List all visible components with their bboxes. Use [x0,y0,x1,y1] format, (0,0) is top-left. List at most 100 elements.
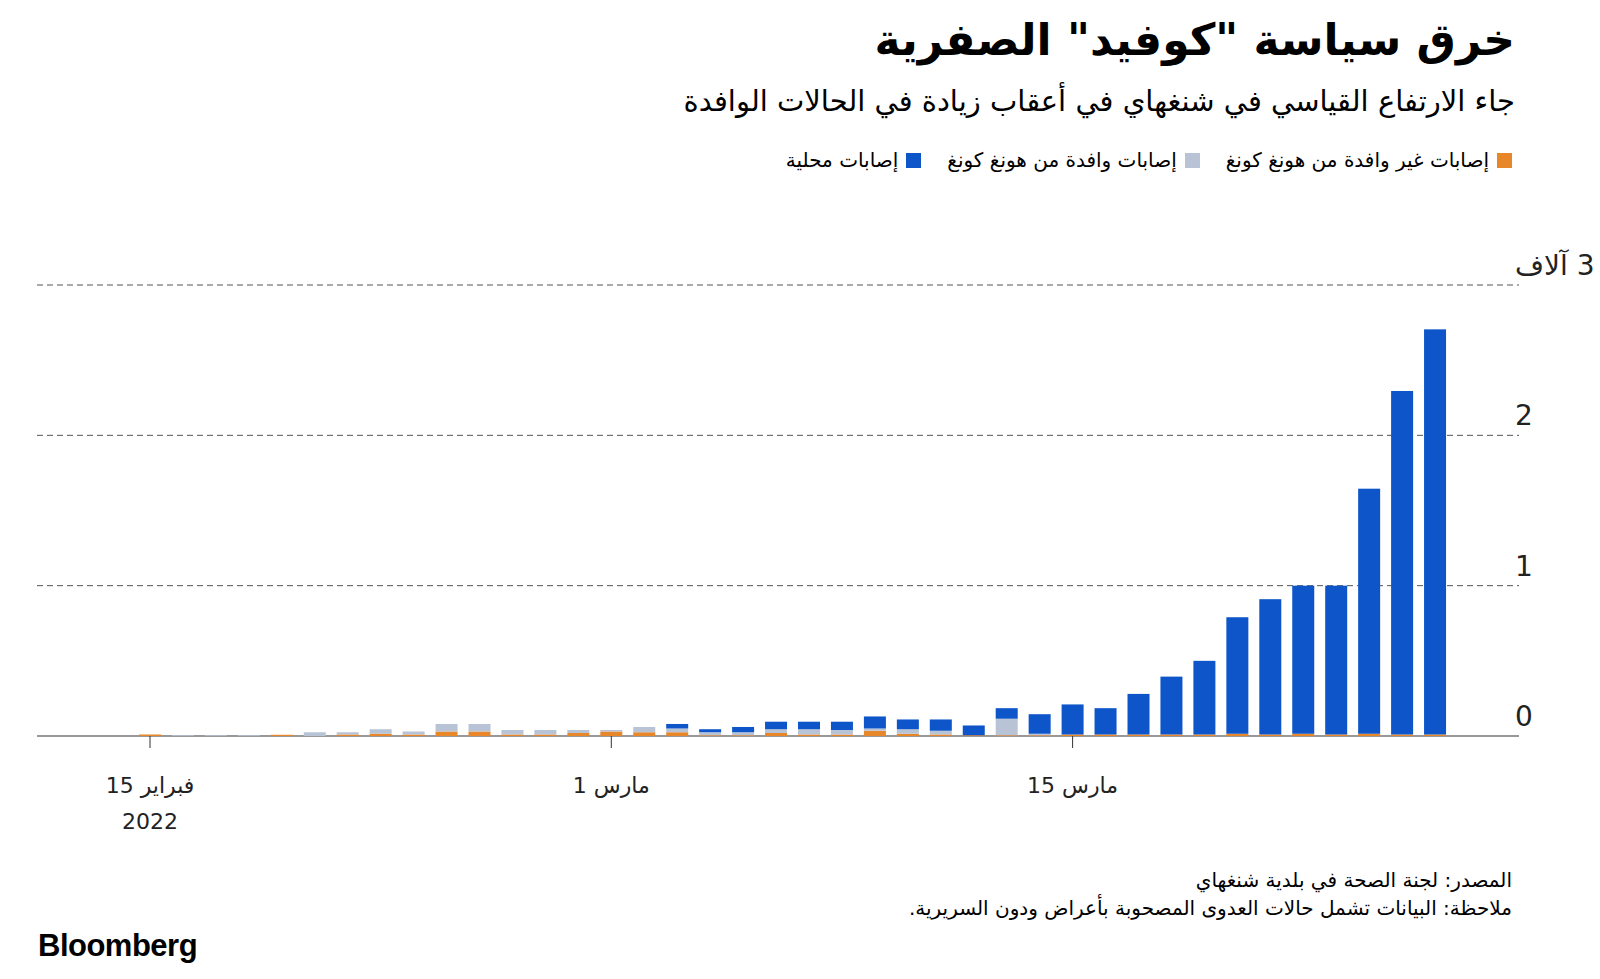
grid-line [37,285,1519,286]
bar-segment [370,729,392,730]
bar-segment [567,733,589,736]
bar-segment [1292,734,1314,736]
bar-segment [436,731,458,736]
bar-segment [469,723,491,724]
bar-segment [897,719,919,729]
bar-segment [1062,734,1084,736]
bar-segment [864,716,886,728]
bar-segment [1391,734,1413,736]
legend-item: إصابات غير وافدة من هونغ كونغ [1226,148,1512,172]
bar-segment [765,722,787,730]
bar-segment [1160,677,1182,735]
bar-segment [1391,391,1413,735]
legend-item: إصابات وافدة من هونغ كونغ [947,148,1199,172]
bar-segment [831,730,853,735]
bar-segment [1259,599,1281,734]
bar-segment [1062,704,1084,734]
bar-segment [403,734,425,736]
source: المصدر: لجنة الصحة في بلدية شنغهاي [1196,868,1512,892]
bar-segment [1029,734,1051,736]
bar-segment [864,728,886,730]
bar-segment [864,731,886,736]
bar-segment [172,736,194,737]
x-tick-label-line: 2022 [122,809,178,834]
y-tick-label: 3 آلاف [1515,249,1595,282]
bar-segment [205,736,227,737]
bar-segment [732,732,754,735]
bar-segment [1358,734,1380,736]
bar-segment [1325,586,1347,735]
bar-segment [370,729,392,734]
bar-segment [501,730,523,735]
x-tick-label: 1 مارس [573,773,650,799]
bar-segment [304,732,326,736]
bar-segment [699,729,721,732]
bar-segment [337,734,359,736]
bar-segment [1095,734,1117,736]
bar-segment [996,708,1018,719]
bar-segment [271,734,293,735]
bar-segment [633,727,655,732]
bar-segment [996,719,1018,736]
bar-segment [765,733,787,736]
bar-segment [139,734,161,736]
bar-segment [1325,734,1347,736]
bar-segment [1226,734,1248,736]
x-tick-label-line: 15 مارس [1027,773,1118,799]
legend: إصابات غير وافدة من هونغ كونغ إصابات وافد… [786,148,1512,172]
bar-segment [534,729,556,730]
bar-segment [567,730,589,733]
x-tick [611,736,612,748]
bar-segment [633,732,655,736]
bar-segment [304,732,326,733]
bar-segment [337,732,359,733]
legend-item: إصابات محلية [786,148,921,172]
bar-segment [1160,734,1182,736]
brand: Bloomberg [38,928,197,964]
bar-segment [1226,617,1248,734]
bars [139,329,1446,736]
title: خرق سياسة "كوفيد" الصفرية [875,14,1516,65]
bar-segment [205,735,227,736]
bar-segment [732,727,754,732]
bar-segment [403,731,425,734]
bar-segment [666,724,688,729]
legend-swatch [1497,153,1512,168]
bar-segment [403,731,425,732]
bar-segment [436,724,458,732]
bar-segment [963,725,985,735]
bar-segment [238,735,260,736]
legend-swatch [1185,153,1200,168]
x-tick-label-line: 1 مارس [573,773,650,799]
x-tick-label: 15 مارس [1027,773,1118,799]
bar-segment [469,731,491,736]
bar-segment [897,734,919,736]
subtitle: جاء الارتفاع القياسي في شنغهاي في أعقاب … [684,84,1515,118]
bar-segment [1029,714,1051,734]
x-tick-label-line: 15 فبراير [106,773,195,798]
bar-segment [501,734,523,736]
bar-segment [1095,708,1117,734]
bar-segment [501,729,523,730]
bar-segment [1128,694,1150,735]
bar-segment [534,734,556,736]
bar-segment [436,723,458,724]
bar-segment [1259,734,1281,736]
bar-segment [534,730,556,735]
bar-segment [600,731,622,736]
bar-segment [930,719,952,730]
legend-label: إصابات وافدة من هونغ كونغ [947,148,1176,172]
bar-segment [172,735,194,736]
bar-segment [831,722,853,730]
bar-segment [370,734,392,736]
bar-segment [1358,489,1380,734]
bar-segment [897,729,919,734]
bar-segment [1193,734,1215,736]
y-tick-label: 2 [1515,399,1533,432]
y-tick-label: 1 [1515,550,1533,583]
chart: 0123 آلاف15 فبراير20221 مارس15 مارس [0,0,1600,979]
bar-segment [271,734,293,735]
bar-segment [567,729,589,730]
bar-segment [798,722,820,730]
note: ملاحظة: البيانات تشمل حالات العدوى المصح… [909,896,1512,920]
